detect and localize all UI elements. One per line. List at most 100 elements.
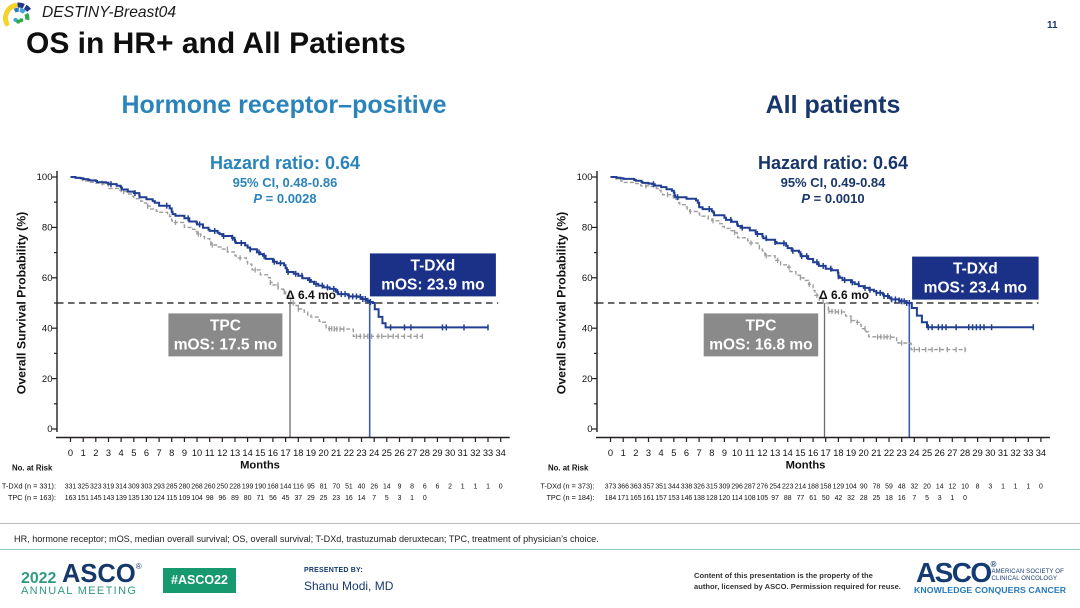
svg-text:331: 331 [65,484,77,491]
svg-text:168: 168 [267,484,279,491]
svg-text:21: 21 [871,448,881,458]
svg-text:105: 105 [757,495,769,502]
svg-text:214: 214 [795,484,807,491]
svg-text:9: 9 [182,448,187,458]
svg-text:95: 95 [307,484,315,491]
svg-text:309: 309 [128,484,140,491]
svg-text:Overall Survival Probability (: Overall Survival Probability (%) [554,212,568,394]
svg-text:22: 22 [344,448,354,458]
svg-text:116: 116 [293,484,304,491]
svg-text:7: 7 [157,448,162,458]
svg-text:61: 61 [809,495,817,502]
svg-text:Δ 6.6 mo: Δ 6.6 mo [819,288,869,302]
svg-text:24: 24 [369,448,379,458]
svg-text:19: 19 [306,448,316,458]
svg-text:34: 34 [496,448,506,458]
svg-text:16: 16 [808,448,818,458]
svg-text:7: 7 [912,495,916,502]
svg-text:Months: Months [240,460,280,472]
svg-text:104: 104 [191,495,203,502]
svg-text:0: 0 [608,448,613,458]
svg-text:1: 1 [486,484,490,491]
svg-text:2: 2 [448,484,452,491]
svg-text:T-DXd: T-DXd [953,261,998,278]
svg-text:96: 96 [218,495,226,502]
svg-text:16: 16 [345,495,353,502]
svg-text:115: 115 [166,495,177,502]
svg-text:146: 146 [681,495,693,502]
svg-text:285: 285 [166,484,178,491]
svg-text:50: 50 [822,495,830,502]
svg-text:325: 325 [77,484,89,491]
svg-text:88: 88 [784,495,792,502]
svg-text:71: 71 [256,495,264,502]
svg-text:TPC (n = 163):: TPC (n = 163): [8,493,56,502]
svg-text:153: 153 [668,495,680,502]
svg-text:7: 7 [372,495,376,502]
svg-text:10: 10 [961,484,969,491]
svg-text:98: 98 [206,495,214,502]
svg-text:59: 59 [885,484,893,491]
svg-text:13: 13 [230,448,240,458]
svg-text:32: 32 [1010,448,1020,458]
svg-text:24: 24 [909,448,919,458]
svg-text:60: 60 [42,273,53,284]
svg-text:25: 25 [873,495,881,502]
svg-text:20: 20 [859,448,869,458]
svg-text:1: 1 [410,495,414,502]
svg-text:287: 287 [744,484,756,491]
svg-text:45: 45 [282,495,290,502]
svg-text:254: 254 [769,484,781,491]
svg-text:77: 77 [797,495,805,502]
svg-text:163: 163 [65,495,77,502]
svg-text:124: 124 [153,495,165,502]
svg-text:3: 3 [646,448,651,458]
svg-text:23: 23 [897,448,907,458]
svg-text:280: 280 [179,484,191,491]
svg-text:60: 60 [582,273,593,284]
svg-text:90: 90 [860,484,868,491]
svg-text:29: 29 [307,495,315,502]
svg-text:157: 157 [655,495,667,502]
svg-text:14: 14 [936,484,944,491]
svg-text:16: 16 [898,495,906,502]
svg-text:344: 344 [668,484,680,491]
svg-text:303: 303 [141,484,153,491]
svg-text:28: 28 [960,448,970,458]
svg-text:9: 9 [722,448,727,458]
svg-text:0: 0 [47,424,52,435]
svg-text:26: 26 [935,448,945,458]
svg-text:32: 32 [910,484,918,491]
svg-text:138: 138 [693,495,705,502]
svg-text:T-DXd: T-DXd [411,257,456,274]
svg-text:40: 40 [42,323,53,334]
svg-text:0: 0 [68,448,73,458]
svg-text:16: 16 [268,448,278,458]
svg-text:3: 3 [398,495,402,502]
svg-text:28: 28 [860,495,868,502]
svg-text:319: 319 [103,484,115,491]
svg-text:228: 228 [229,484,241,491]
svg-text:373: 373 [605,484,617,491]
svg-text:6: 6 [684,448,689,458]
svg-text:14: 14 [242,448,252,458]
svg-text:1: 1 [81,448,86,458]
svg-text:19: 19 [846,448,856,458]
svg-text:30: 30 [985,448,995,458]
svg-text:120: 120 [719,495,731,502]
svg-text:3: 3 [988,484,992,491]
svg-text:5: 5 [131,448,136,458]
svg-text:25: 25 [382,448,392,458]
svg-text:357: 357 [643,484,655,491]
svg-text:15: 15 [795,448,805,458]
svg-text:0: 0 [423,495,427,502]
svg-text:26: 26 [370,484,378,491]
svg-text:161: 161 [643,495,655,502]
svg-text:42: 42 [835,495,843,502]
svg-text:314: 314 [115,484,127,491]
svg-text:20: 20 [42,374,53,385]
svg-text:326: 326 [693,484,705,491]
svg-text:0: 0 [963,495,967,502]
svg-text:mOS: 17.5 mo: mOS: 17.5 mo [174,336,277,353]
svg-text:1: 1 [473,484,477,491]
